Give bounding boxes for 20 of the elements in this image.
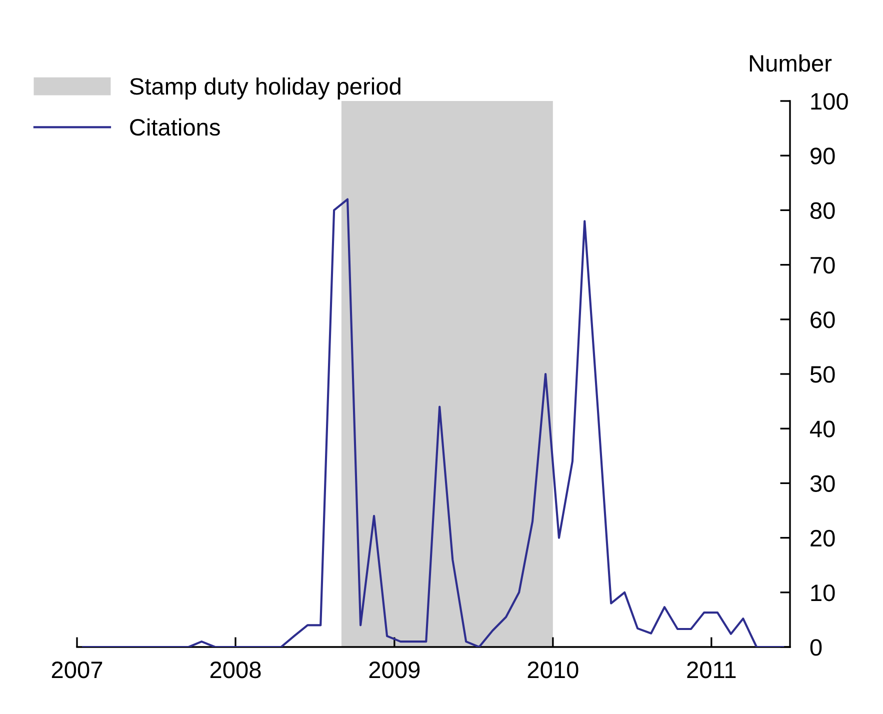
x-tick-label: 2010 — [528, 662, 578, 678]
y-tick-label: 90 — [810, 148, 835, 164]
y-tick-label: 0 — [810, 639, 822, 656]
y-tick-label: 40 — [810, 420, 835, 438]
band-label: Stamp duty holiday period — [130, 77, 400, 100]
x-tick-label: 2011 — [687, 662, 736, 678]
x-tick-label: 2009 — [369, 662, 420, 678]
line-series — [82, 198, 784, 647]
y-tick-label: 100 — [811, 93, 848, 110]
y-tick-label: 10 — [811, 584, 835, 602]
y-tick-label: 50 — [810, 366, 835, 383]
y-tick-label: 80 — [810, 202, 835, 219]
x-tick-label: 2008 — [210, 662, 261, 678]
y-tick-label: 20 — [810, 530, 835, 547]
y-tick-label: 60 — [810, 311, 835, 328]
y-axis-title: Number — [750, 54, 832, 72]
x-tick-label: 2007 — [52, 662, 102, 678]
legend-label: Citations — [130, 118, 220, 136]
y-tick-label: 70 — [810, 256, 835, 274]
y-tick-label: 30 — [810, 475, 835, 492]
